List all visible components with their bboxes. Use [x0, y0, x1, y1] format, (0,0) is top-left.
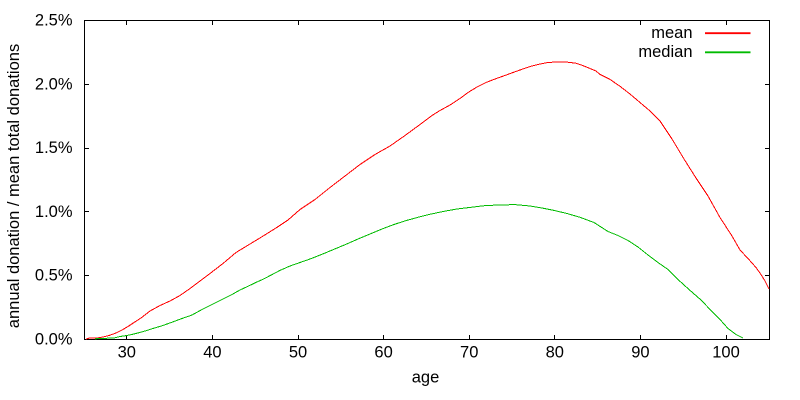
- svg-text:0.5%: 0.5%: [35, 267, 73, 285]
- svg-text:1.0%: 1.0%: [35, 203, 73, 221]
- svg-text:60: 60: [374, 344, 392, 362]
- svg-text:age: age: [412, 369, 440, 387]
- svg-text:median: median: [638, 43, 692, 61]
- svg-text:100: 100: [712, 344, 740, 362]
- svg-text:annual donation / mean total d: annual donation / mean total donations: [5, 44, 23, 328]
- svg-text:50: 50: [289, 344, 307, 362]
- svg-text:90: 90: [631, 344, 649, 362]
- svg-text:40: 40: [203, 344, 221, 362]
- svg-text:1.5%: 1.5%: [35, 139, 73, 157]
- svg-text:mean: mean: [651, 24, 692, 42]
- svg-text:0.0%: 0.0%: [35, 331, 73, 349]
- svg-text:2.5%: 2.5%: [35, 12, 73, 30]
- svg-text:70: 70: [460, 344, 478, 362]
- svg-text:2.0%: 2.0%: [35, 75, 73, 93]
- svg-text:80: 80: [546, 344, 564, 362]
- svg-text:30: 30: [118, 344, 136, 362]
